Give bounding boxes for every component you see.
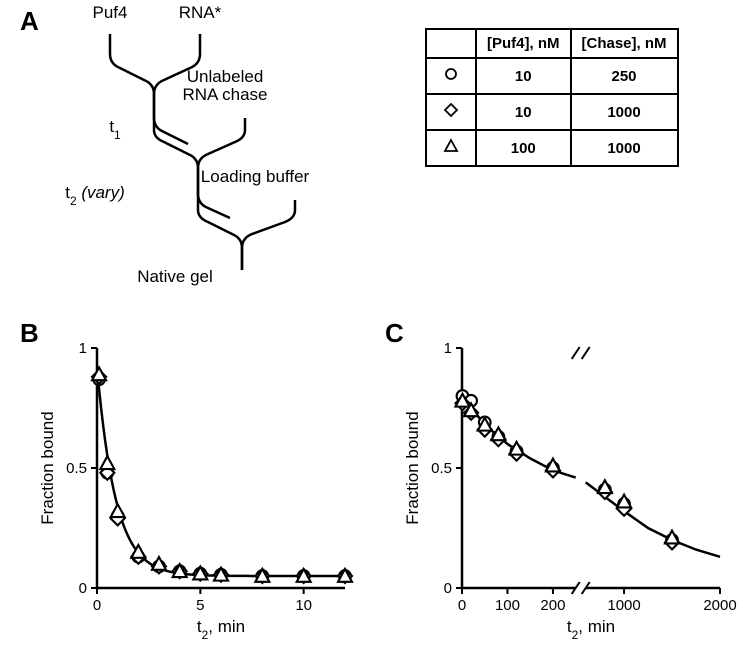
xtick-label: 10 xyxy=(295,597,312,614)
table-row: 10250 xyxy=(426,58,678,94)
triangle-icon xyxy=(100,456,114,469)
xtick-label: 100 xyxy=(495,597,520,614)
flowchart-edge xyxy=(110,34,154,118)
panel-a-label: A xyxy=(20,6,39,37)
flowchart-label: RNA chase xyxy=(182,85,267,104)
ytick-label: 0 xyxy=(79,580,87,597)
conditions-table: [Puf4], nM[Chase], nM102501010001001000 xyxy=(425,28,679,167)
ytick-label: 0 xyxy=(444,580,452,597)
flowchart-label: Native gel xyxy=(137,267,213,286)
axis-break xyxy=(582,347,590,359)
symbol-cell xyxy=(426,94,476,130)
diamond-icon xyxy=(445,104,457,116)
table-row: 1001000 xyxy=(426,130,678,166)
table-header xyxy=(426,29,476,58)
chase-cell: 1000 xyxy=(571,130,678,166)
flowchart-label: Puf4 xyxy=(93,3,128,22)
flowchart-label: Unlabeled xyxy=(187,67,264,86)
flowchart-label: Loading buffer xyxy=(201,167,310,186)
xlabel: t2, min xyxy=(567,617,615,642)
flowchart-edge xyxy=(198,182,230,218)
flowchart-label: RNA* xyxy=(179,3,222,22)
puf4-cell: 10 xyxy=(476,58,571,94)
flowchart-edge xyxy=(154,118,198,182)
puf4-cell: 10 xyxy=(476,94,571,130)
table-row: 101000 xyxy=(426,94,678,130)
xlabel: t2, min xyxy=(197,617,245,642)
flowchart: Puf4RNA*UnlabeledRNA chaset1t2 (vary)Loa… xyxy=(40,10,390,300)
flowchart-label: t2 (vary) xyxy=(65,183,125,208)
chart-c: 00.51010020010002000Fraction boundt2, mi… xyxy=(400,338,730,638)
ytick-label: 1 xyxy=(444,340,452,357)
chase-cell: 1000 xyxy=(571,94,678,130)
ytick-label: 0.5 xyxy=(66,460,87,477)
ytick-label: 0.5 xyxy=(431,460,452,477)
axis-break xyxy=(572,347,580,359)
xtick-label: 200 xyxy=(540,597,565,614)
symbol-cell xyxy=(426,58,476,94)
xtick-label: 2000 xyxy=(703,597,736,614)
puf4-cell: 100 xyxy=(476,130,571,166)
ytick-label: 1 xyxy=(79,340,87,357)
chase-cell: 250 xyxy=(571,58,678,94)
circle-icon xyxy=(446,69,456,79)
fit-curve xyxy=(97,367,345,576)
xtick-label: 0 xyxy=(458,597,466,614)
triangle-icon xyxy=(445,140,457,151)
table-header: [Puf4], nM xyxy=(476,29,571,58)
symbol-cell xyxy=(426,130,476,166)
axes xyxy=(462,348,720,588)
table-header: [Chase], nM xyxy=(571,29,678,58)
triangle-icon xyxy=(111,504,125,517)
ylabel: Fraction bound xyxy=(38,411,57,524)
flowchart-edge xyxy=(198,182,242,270)
chart-b: 00.510510Fraction boundt2, min xyxy=(35,338,355,638)
ylabel: Fraction bound xyxy=(403,411,422,524)
xtick-label: 5 xyxy=(196,597,204,614)
flowchart-edge xyxy=(242,200,295,270)
xtick-label: 0 xyxy=(93,597,101,614)
flowchart-label: t1 xyxy=(109,117,121,142)
xtick-label: 1000 xyxy=(607,597,640,614)
